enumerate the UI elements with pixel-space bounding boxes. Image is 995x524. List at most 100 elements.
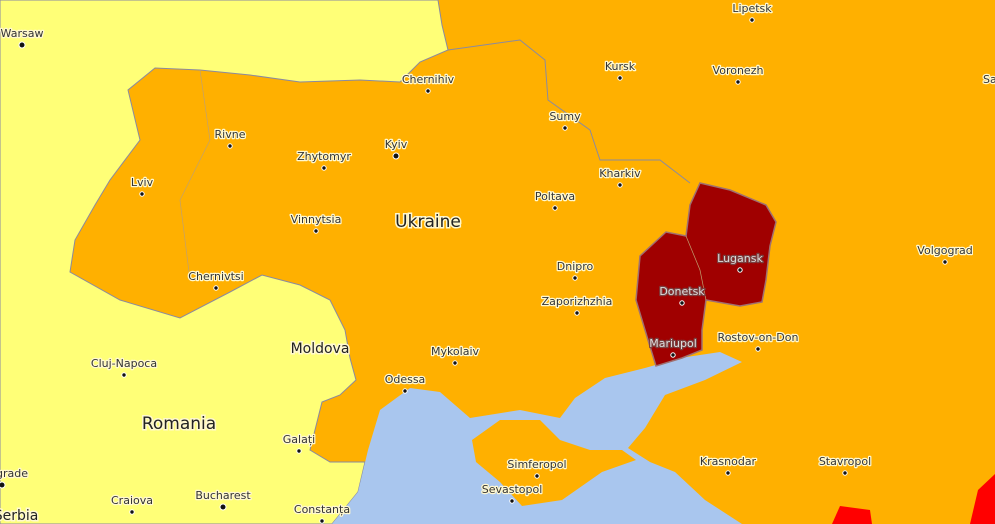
city-marker-icon — [562, 125, 568, 131]
city-chernihiv[interactable]: Chernihiv — [401, 72, 456, 94]
city-label: Warsaw — [1, 27, 44, 40]
city-marker-icon — [572, 275, 578, 281]
city-stavropol[interactable]: Stavropol — [818, 454, 872, 476]
city-marker-icon — [755, 346, 761, 352]
admin-borders — [179, 69, 211, 281]
city-marker-icon — [313, 228, 319, 234]
city-marker-icon — [296, 448, 302, 454]
city-lipetsk[interactable]: Lipetsk — [731, 1, 774, 23]
city-chernivtsi[interactable]: Chernivtsi — [187, 269, 245, 291]
city-marker-icon — [121, 372, 127, 378]
city-marker-icon — [129, 509, 135, 515]
capital-marker-icon — [392, 152, 400, 160]
city-label: Zaporizhzhia — [542, 295, 613, 308]
city-label: Chernivtsi — [188, 270, 243, 283]
city-label: Sa — [983, 73, 995, 86]
region-high-caucasus-2 — [970, 474, 995, 524]
region-extreme-donbas — [635, 182, 777, 367]
city-kyiv[interactable]: Kyiv — [384, 137, 409, 160]
city-label: Dnipro — [557, 260, 594, 273]
city-sumy[interactable]: Sumy — [548, 109, 582, 131]
city-label: Simferopol — [507, 458, 566, 471]
city-label: Zhytomyr — [297, 150, 351, 163]
region-high-caucasus-1 — [832, 506, 872, 524]
city-marker-icon — [213, 285, 219, 291]
city-zaporizhzhia[interactable]: Zaporizhzhia — [540, 294, 614, 316]
city-donetsk[interactable]: Donetsk — [658, 284, 707, 306]
city-craiova[interactable]: Craiova — [110, 493, 154, 515]
city-volgograd[interactable]: Volgograd — [916, 243, 974, 265]
city-label: Chernihiv — [402, 73, 455, 86]
city-marker-icon — [617, 75, 623, 81]
city-luhansk[interactable]: Lugansk — [716, 251, 765, 273]
city-label: Mariupol — [649, 337, 697, 350]
city-vinnytsia[interactable]: Vinnytsia — [289, 212, 343, 234]
city-label: Lviv — [131, 176, 154, 189]
city-label: Sumy — [549, 110, 581, 123]
city-cluj-napoca[interactable]: Cluj-Napoca — [90, 356, 158, 378]
city-saratov[interactable]: Sa — [982, 72, 995, 88]
city-label: Sevastopol — [482, 483, 543, 496]
city-kharkiv[interactable]: Kharkiv — [598, 166, 642, 188]
city-marker-icon — [842, 470, 848, 476]
city-marker-icon — [737, 267, 743, 273]
city-marker-icon — [321, 165, 327, 171]
city-marker-icon — [749, 17, 755, 23]
city-gala-i[interactable]: Galați — [282, 432, 316, 454]
city-label: Vinnytsia — [291, 213, 342, 226]
border-ukraine-russia — [447, 39, 691, 184]
city-dnipro[interactable]: Dnipro — [556, 259, 595, 281]
city-warsaw[interactable]: Warsaw — [0, 26, 45, 49]
city-marker-icon — [452, 360, 458, 366]
city-odessa[interactable]: Odessa — [383, 372, 427, 394]
city-label: Mykolaiv — [431, 345, 480, 358]
city-label: Lipetsk — [732, 2, 772, 15]
city-marker-icon — [725, 470, 731, 476]
city-mariupol[interactable]: Mariupol — [648, 336, 698, 358]
city-marker-icon — [670, 352, 676, 358]
capital-marker-icon — [18, 41, 26, 49]
city-marker-icon — [319, 518, 325, 524]
city-simferopol[interactable]: Simferopol — [506, 457, 568, 479]
city-marker-icon — [227, 143, 233, 149]
city-marker-icon — [679, 300, 685, 306]
city-marker-icon — [139, 191, 145, 197]
city-label: Kharkiv — [599, 167, 641, 180]
city-label: grade — [0, 467, 28, 480]
city-belgrade[interactable]: grade — [0, 466, 29, 489]
city-rostov-on-don[interactable]: Rostov-on-Don — [716, 330, 800, 352]
city-label: Voronezh — [713, 64, 764, 77]
city-sevastopol[interactable]: Sevastopol — [480, 482, 544, 504]
city-label: Rivne — [215, 128, 246, 141]
city-bucharest[interactable]: Bucharest — [194, 488, 253, 511]
city-label: Stavropol — [819, 455, 871, 468]
city-label: Rostov-on-Don — [718, 331, 799, 344]
city-label: Odessa — [385, 373, 426, 386]
city-label: Kyiv — [385, 138, 408, 151]
city-marker-icon — [402, 388, 408, 394]
city-label: Kursk — [605, 60, 636, 73]
city-krasnodar[interactable]: Krasnodar — [699, 454, 758, 476]
city-label: Lugansk — [717, 252, 763, 265]
city-label: Cluj-Napoca — [91, 357, 157, 370]
city-lviv[interactable]: Lviv — [130, 175, 155, 197]
city-voronezh[interactable]: Voronezh — [711, 63, 765, 85]
city-marker-icon — [534, 473, 540, 479]
city-marker-icon — [735, 79, 741, 85]
city-kursk[interactable]: Kursk — [604, 59, 637, 81]
city-mykolaiv[interactable]: Mykolaiv — [430, 344, 481, 366]
city-marker-icon — [617, 182, 623, 188]
city-label: Volgograd — [917, 244, 972, 257]
country-label-serbia: Serbia — [0, 508, 38, 524]
city-label: Krasnodar — [700, 455, 757, 468]
region-low-west — [0, 0, 449, 524]
city-rivne[interactable]: Rivne — [213, 127, 247, 149]
country-label-romania: Romania — [142, 414, 216, 434]
city-zhytomyr[interactable]: Zhytomyr — [296, 149, 353, 171]
oblast-border-donetsk-luhansk — [685, 235, 707, 301]
city-constan-a[interactable]: Constanța — [293, 502, 351, 524]
capital-marker-icon — [219, 503, 227, 511]
city-marker-icon — [509, 498, 515, 504]
city-poltava[interactable]: Poltava — [534, 189, 576, 211]
